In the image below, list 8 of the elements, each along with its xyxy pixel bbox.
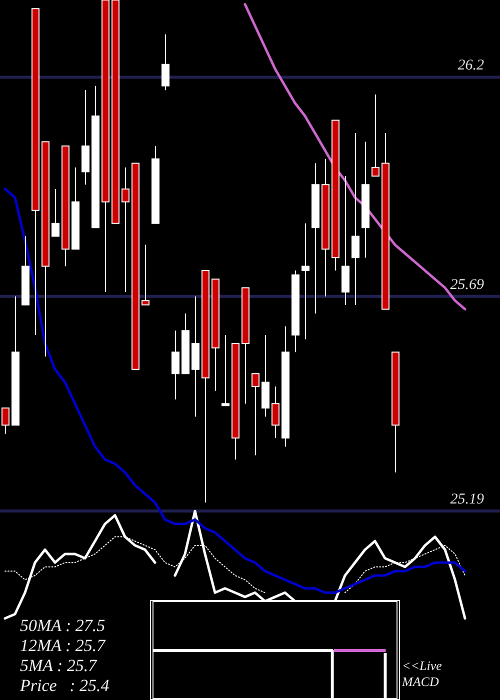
ref-line-label: 25.19 (450, 491, 484, 508)
annotation: 5MA : 25.7 (20, 656, 97, 676)
annotation: Price : 25.4 (20, 676, 110, 696)
annotation: <<Live MACD (402, 658, 443, 690)
ref-line-label: 25.69 (450, 276, 484, 293)
annotation: 12MA : 25.7 (20, 636, 106, 656)
ref-line-label: 26.2 (458, 58, 484, 74)
annotation: 50MA : 27.5 (20, 616, 106, 636)
